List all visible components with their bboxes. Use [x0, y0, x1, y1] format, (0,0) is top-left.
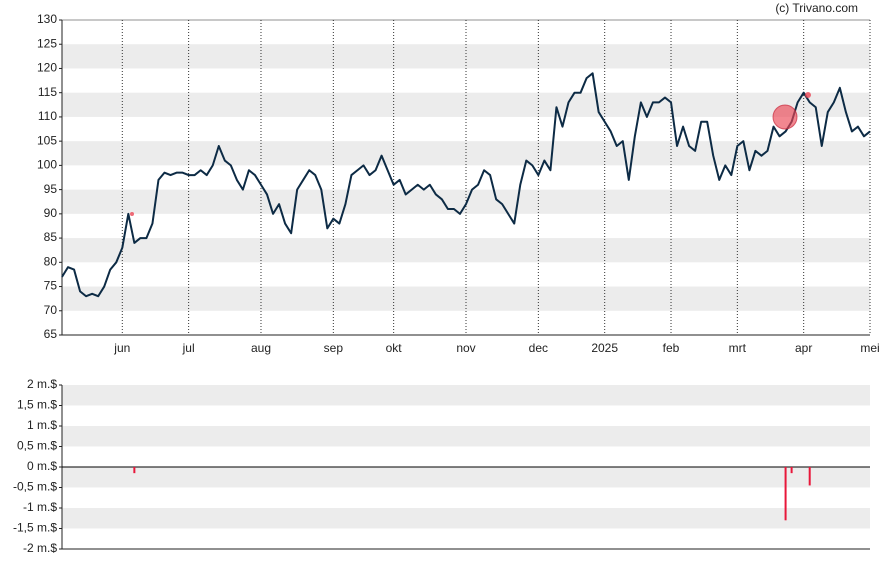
x-tick-label: okt: [386, 341, 403, 355]
grid-band: [62, 238, 870, 263]
x-tick-label: sep: [324, 341, 344, 355]
copyright: (c) Trivano.com: [775, 1, 858, 15]
y-tick-label: 0 m.$: [27, 459, 57, 473]
bar: [790, 467, 793, 474]
y-tick-label: 80: [44, 254, 58, 268]
x-tick-label: dec: [529, 341, 548, 355]
price-line: [61, 72, 871, 298]
grid-band: [62, 385, 870, 406]
y-tick-label: 130: [37, 12, 57, 26]
x-tick-label: mei: [860, 341, 879, 355]
event-marker: [130, 212, 134, 216]
x-tick-label: aug: [251, 341, 271, 355]
x-tick-label: apr: [795, 341, 812, 355]
event-marker: [772, 104, 798, 130]
bar: [808, 467, 811, 486]
y-tick-label: 65: [44, 327, 58, 341]
grid-band: [62, 467, 870, 488]
y-tick-label: 1,5 m.$: [17, 398, 57, 412]
x-tick-label: feb: [663, 341, 680, 355]
x-tick-label: jun: [113, 341, 130, 355]
y-tick-label: 120: [37, 61, 57, 75]
x-tick-label: nov: [456, 341, 475, 355]
y-tick-label: 85: [44, 230, 58, 244]
y-tick-label: 95: [44, 182, 58, 196]
y-tick-label: 2 m.$: [27, 377, 57, 391]
x-tick-label: mrt: [729, 341, 747, 355]
y-tick-label: -2 m.$: [23, 541, 57, 555]
y-tick-label: 105: [37, 133, 57, 147]
y-tick-label: 70: [44, 303, 58, 317]
y-tick-label: 75: [44, 279, 58, 293]
grid-band: [62, 426, 870, 447]
y-tick-label: -0,5 m.$: [13, 480, 57, 494]
x-tick-label: jul: [182, 341, 195, 355]
y-tick-label: 90: [44, 206, 58, 220]
bar: [784, 467, 787, 521]
x-tick-label: 2025: [591, 341, 618, 355]
y-tick-label: 100: [37, 158, 57, 172]
y-tick-label: 115: [38, 85, 57, 99]
y-tick-label: -1 m.$: [23, 500, 57, 514]
grid-band: [62, 508, 870, 529]
y-tick-label: -1,5 m.$: [13, 521, 57, 535]
event-marker: [805, 92, 811, 98]
bar: [133, 467, 136, 474]
y-tick-label: 110: [38, 109, 57, 123]
y-tick-label: 125: [37, 36, 57, 50]
y-tick-label: 1 m.$: [27, 418, 57, 432]
y-tick-label: 0,5 m.$: [17, 439, 57, 453]
